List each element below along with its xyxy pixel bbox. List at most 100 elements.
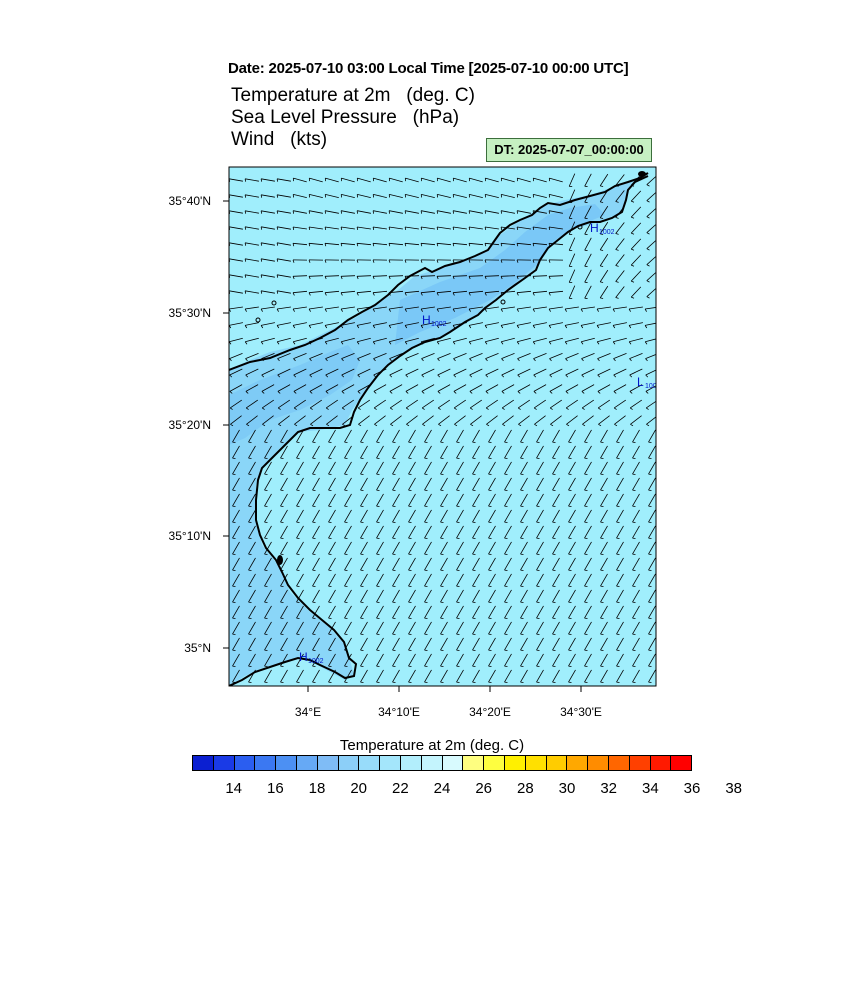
wind-barb-tick bbox=[244, 210, 247, 214]
wind-barb bbox=[280, 669, 288, 683]
wind-barb-tick bbox=[437, 391, 441, 394]
wind-barb bbox=[630, 238, 642, 250]
wind-barb bbox=[277, 226, 291, 230]
dt-label-box: DT: 2025-07-07_00:00:00 bbox=[486, 138, 652, 162]
wind-barb bbox=[520, 669, 528, 683]
wind-barb-tick bbox=[308, 226, 311, 230]
wind-barb bbox=[501, 194, 515, 198]
wind-barb bbox=[389, 337, 403, 343]
wind-barb bbox=[549, 353, 563, 359]
wind-barb bbox=[630, 270, 642, 282]
wind-barb-tick bbox=[309, 407, 313, 410]
wind-barb bbox=[309, 368, 323, 376]
wind-barb-tick bbox=[357, 374, 361, 378]
wind-barb-tick bbox=[436, 243, 439, 247]
wind-barb bbox=[517, 210, 531, 214]
wind-barb bbox=[629, 384, 643, 392]
wind-barb bbox=[456, 557, 464, 571]
wind-barb bbox=[248, 429, 256, 443]
wind-barb bbox=[357, 368, 371, 376]
wind-barb bbox=[408, 589, 416, 603]
wind-barb-tick bbox=[533, 358, 536, 362]
wind-barb bbox=[310, 415, 322, 425]
wind-barb-tick bbox=[631, 184, 635, 187]
wind-barb-tick bbox=[420, 292, 423, 296]
wind-barb bbox=[328, 461, 336, 475]
wind-barb-tick bbox=[596, 325, 600, 329]
wind-barb bbox=[584, 669, 592, 683]
wind-barb-tick bbox=[388, 325, 392, 329]
wind-barb bbox=[230, 415, 242, 425]
wind-barb-tick bbox=[340, 243, 343, 247]
wind-barb-tick bbox=[452, 243, 455, 247]
wind-barb bbox=[533, 306, 547, 310]
wind-barb-tick bbox=[325, 374, 329, 378]
wind-barb bbox=[549, 194, 563, 198]
wind-barb bbox=[456, 461, 464, 475]
wind-barb bbox=[533, 353, 547, 359]
wind-barb bbox=[408, 637, 416, 651]
wind-barb bbox=[408, 429, 416, 443]
wind-barb-tick bbox=[453, 407, 457, 410]
wind-barb bbox=[456, 525, 464, 539]
wind-barb bbox=[374, 415, 386, 425]
wind-barb bbox=[293, 194, 307, 198]
wind-barb bbox=[440, 429, 448, 443]
wind-barb-tick bbox=[292, 308, 295, 312]
wind-barb bbox=[485, 337, 499, 343]
wind-barb bbox=[599, 237, 609, 251]
colorbar-cell bbox=[463, 756, 485, 770]
wind-barb bbox=[453, 306, 467, 310]
wind-barb bbox=[646, 223, 656, 233]
wind-barb bbox=[229, 210, 243, 214]
wind-barb bbox=[437, 177, 451, 183]
wind-barb-tick bbox=[404, 276, 407, 280]
wind-barb-tick bbox=[356, 308, 359, 312]
wind-barb bbox=[404, 290, 420, 294]
wind-barb bbox=[392, 461, 400, 475]
pressure-symbol: H bbox=[422, 313, 431, 327]
wind-barb-tick bbox=[548, 243, 551, 247]
wind-barb bbox=[405, 194, 419, 198]
pressure-value: 1002 bbox=[599, 229, 615, 236]
wind-barb-tick bbox=[468, 210, 470, 214]
wind-barb bbox=[568, 461, 576, 475]
wind-barb bbox=[296, 605, 304, 619]
wind-barb bbox=[472, 637, 480, 651]
wind-barb bbox=[456, 541, 464, 555]
wind-barb bbox=[504, 653, 512, 667]
wind-barb bbox=[501, 368, 515, 376]
wind-barb bbox=[440, 589, 448, 603]
title-temperature: Temperature at 2m (deg. C) bbox=[231, 85, 475, 106]
wind-barb bbox=[232, 461, 240, 475]
wind-barb bbox=[373, 194, 387, 198]
lat-label: 35°30'N bbox=[168, 306, 211, 320]
wind-barb-tick bbox=[566, 423, 570, 427]
wind-barb bbox=[456, 477, 464, 491]
wind-barb bbox=[264, 621, 272, 635]
wind-barb bbox=[376, 461, 384, 475]
wind-barb bbox=[469, 322, 483, 326]
colorbar-cell bbox=[608, 756, 630, 770]
pressure-symbol: H bbox=[299, 650, 308, 664]
wind-barb bbox=[552, 653, 560, 667]
wind-barb bbox=[532, 290, 548, 294]
wind-barb-tick bbox=[548, 292, 551, 296]
wind-barb-tick bbox=[516, 276, 519, 280]
wind-barb bbox=[248, 525, 256, 539]
wind-barb-tick bbox=[548, 226, 551, 230]
wind-barb bbox=[277, 242, 291, 246]
wind-barb bbox=[389, 210, 403, 214]
wind-barb bbox=[312, 605, 320, 619]
wind-barb-tick bbox=[517, 407, 521, 410]
wind-barb bbox=[232, 445, 240, 459]
wind-barb bbox=[341, 322, 355, 326]
wind-barb-tick bbox=[580, 341, 584, 345]
wind-barb bbox=[421, 210, 435, 214]
wind-barb bbox=[456, 589, 464, 603]
wind-barb bbox=[328, 509, 336, 523]
wind-barb bbox=[309, 226, 323, 230]
wind-barb bbox=[520, 573, 528, 587]
wind-barb bbox=[646, 287, 656, 297]
wind-barb bbox=[536, 557, 544, 571]
